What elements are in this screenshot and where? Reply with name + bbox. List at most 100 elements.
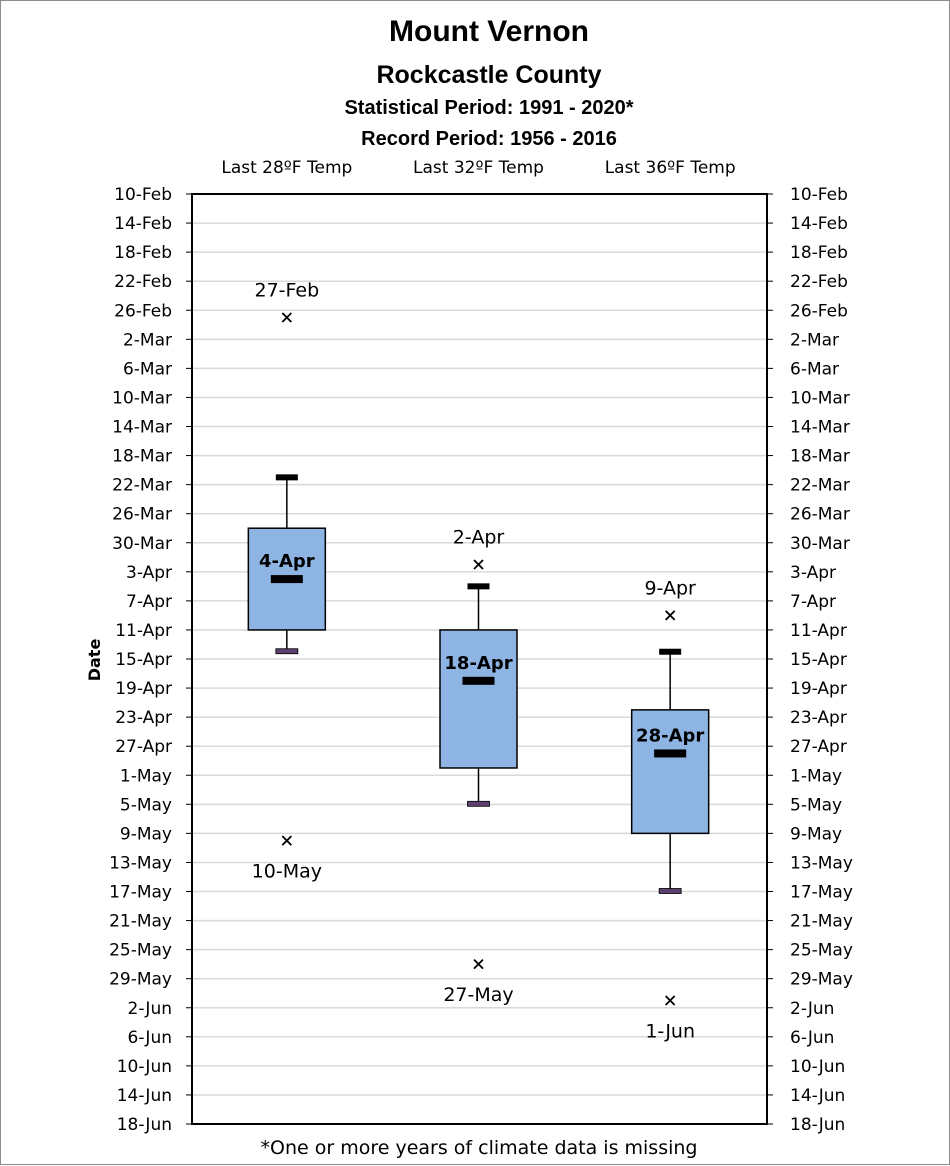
y-tick-label: 1-May <box>120 766 172 786</box>
record-late-marker <box>473 959 484 970</box>
record-early-label: 27-Feb <box>254 280 319 302</box>
boxes: 4-Apr 27-Feb 10-May 18-Apr 2-Apr 27-May 28-Apr… <box>247 280 710 1042</box>
y-tick-labels-right: 10-Feb 14-Feb 18-Feb 22-Feb 26-Feb 2-Mar 6-Mar… <box>790 185 853 1135</box>
y-tick-label: 9-May <box>790 824 842 844</box>
y-tick-label: 22-Feb <box>114 272 172 292</box>
y-tick-label: 18-Jun <box>117 1115 172 1135</box>
y-tick-labels-left: 10-Feb 14-Feb 18-Feb 22-Feb 26-Feb 2-Mar 6-Mar… <box>109 185 172 1135</box>
whisker-cap-late <box>275 648 299 655</box>
y-tick-label: 14-Feb <box>114 214 172 234</box>
y-tick-label: 6-Mar <box>790 359 839 379</box>
median-label: 18-Apr <box>444 653 512 674</box>
record-late-marker <box>281 835 292 846</box>
y-tick-label: 13-May <box>109 853 172 873</box>
y-axis-label: Date <box>85 639 104 682</box>
y-tick-label: 26-Feb <box>114 301 172 321</box>
y-tick-label: 19-Apr <box>790 679 847 699</box>
whisker-cap-early <box>275 474 298 481</box>
box-group: 18-Apr 2-Apr 27-May <box>439 527 518 1006</box>
y-tick-label: 18-Jun <box>790 1115 845 1135</box>
whisker-cap-late <box>658 888 682 894</box>
chart-subtitle: Rockcastle County <box>376 61 601 89</box>
record-early-marker <box>665 610 676 621</box>
iqr-box <box>439 629 518 769</box>
whisker-cap-late <box>467 800 490 807</box>
y-tick-label: 27-Apr <box>115 737 172 757</box>
y-tick-label: 13-May <box>790 853 853 873</box>
y-tick-label: 26-Mar <box>790 505 850 525</box>
y-tick-label: 18-Mar <box>790 447 850 467</box>
median-label: 4-Apr <box>259 551 315 572</box>
y-tick-label: 22-Feb <box>790 272 848 292</box>
y-tick-label: 25-May <box>790 941 853 961</box>
y-tick-label: 21-May <box>790 912 853 932</box>
y-tick-label: 18-Mar <box>112 447 172 467</box>
category-label: Last 36ºF Temp <box>605 158 736 178</box>
y-tick-label: 22-Mar <box>112 476 172 496</box>
box-group: 28-Apr 9-Apr 1-Jun <box>630 577 710 1042</box>
y-tick-label: 22-Mar <box>790 476 850 496</box>
y-tick-label: 2-Mar <box>790 330 839 350</box>
iqr-box <box>630 709 710 835</box>
y-tick-label: 9-May <box>120 824 172 844</box>
median-label: 28-Apr <box>636 725 704 746</box>
y-tick-label: 15-Apr <box>115 650 172 670</box>
y-tick-label: 14-Mar <box>112 418 172 438</box>
record-period: Record Period: 1956 - 2016 <box>361 128 617 150</box>
box-group: 4-Apr 27-Feb 10-May <box>247 280 327 883</box>
y-tick-label: 26-Feb <box>790 301 848 321</box>
y-tick-label: 23-Apr <box>790 708 847 728</box>
y-tick-label: 21-May <box>109 912 172 932</box>
y-tick-label: 2-Jun <box>790 999 834 1019</box>
median-bar <box>270 575 303 584</box>
y-tick-label: 10-Jun <box>117 1057 172 1077</box>
whisker-cap-early <box>659 648 682 655</box>
y-tick-label: 25-May <box>109 941 172 961</box>
y-tick-label: 29-May <box>790 970 853 990</box>
y-tick-label: 26-Mar <box>112 505 172 525</box>
y-tick-label: 6-Mar <box>123 359 172 379</box>
y-tick-label: 3-Apr <box>126 563 172 583</box>
y-tick-label: 15-Apr <box>790 650 847 670</box>
y-tick-label: 6-Jun <box>790 1028 834 1048</box>
y-tick-label: 27-Apr <box>790 737 847 757</box>
y-tick-label: 2-Jun <box>128 999 172 1019</box>
category-label: Last 32ºF Temp <box>413 158 544 178</box>
y-tick-label: 23-Apr <box>115 708 172 728</box>
record-late-label: 1-Jun <box>645 1020 695 1042</box>
y-tick-label: 10-Mar <box>790 388 850 408</box>
y-tick-label: 6-Jun <box>128 1028 172 1048</box>
record-late-label: 10-May <box>252 861 322 883</box>
footnote: *One or more years of climate data is mi… <box>261 1137 698 1159</box>
statistical-period: Statistical Period: 1991 - 2020* <box>344 97 633 119</box>
y-tick-label: 18-Feb <box>114 243 172 263</box>
y-tick-label: 5-May <box>120 795 172 815</box>
record-early-marker <box>281 312 292 323</box>
record-late-marker <box>665 995 676 1006</box>
y-tick-label: 14-Feb <box>790 214 848 234</box>
category-labels: Last 28ºF Temp Last 32ºF Temp Last 36ºF Te… <box>221 158 735 178</box>
category-label: Last 28ºF Temp <box>221 158 352 178</box>
whisker-cap-early <box>467 583 490 590</box>
y-tick-label: 18-Feb <box>790 243 848 263</box>
record-early-label: 9-Apr <box>644 577 696 599</box>
y-tick-label: 30-Mar <box>112 534 172 554</box>
y-tick-label: 7-Apr <box>126 592 172 612</box>
y-tick-label: 14-Jun <box>117 1086 172 1106</box>
y-tick-label: 10-Mar <box>112 388 172 408</box>
y-tick-label: 11-Apr <box>115 621 172 641</box>
y-tick-label: 19-Apr <box>115 679 172 699</box>
y-tick-label: 1-May <box>790 766 842 786</box>
y-tick-label: 5-May <box>790 795 842 815</box>
y-tick-label: 7-Apr <box>790 592 836 612</box>
y-tick-label: 30-Mar <box>790 534 850 554</box>
y-tick-label: 10-Feb <box>114 185 172 205</box>
record-late-label: 27-May <box>443 984 513 1006</box>
y-tick-label: 17-May <box>790 883 853 903</box>
y-tick-label: 2-Mar <box>123 330 172 350</box>
y-tick-label: 14-Mar <box>790 418 850 438</box>
y-tick-label: 10-Jun <box>790 1057 845 1077</box>
y-tick-label: 3-Apr <box>790 563 836 583</box>
